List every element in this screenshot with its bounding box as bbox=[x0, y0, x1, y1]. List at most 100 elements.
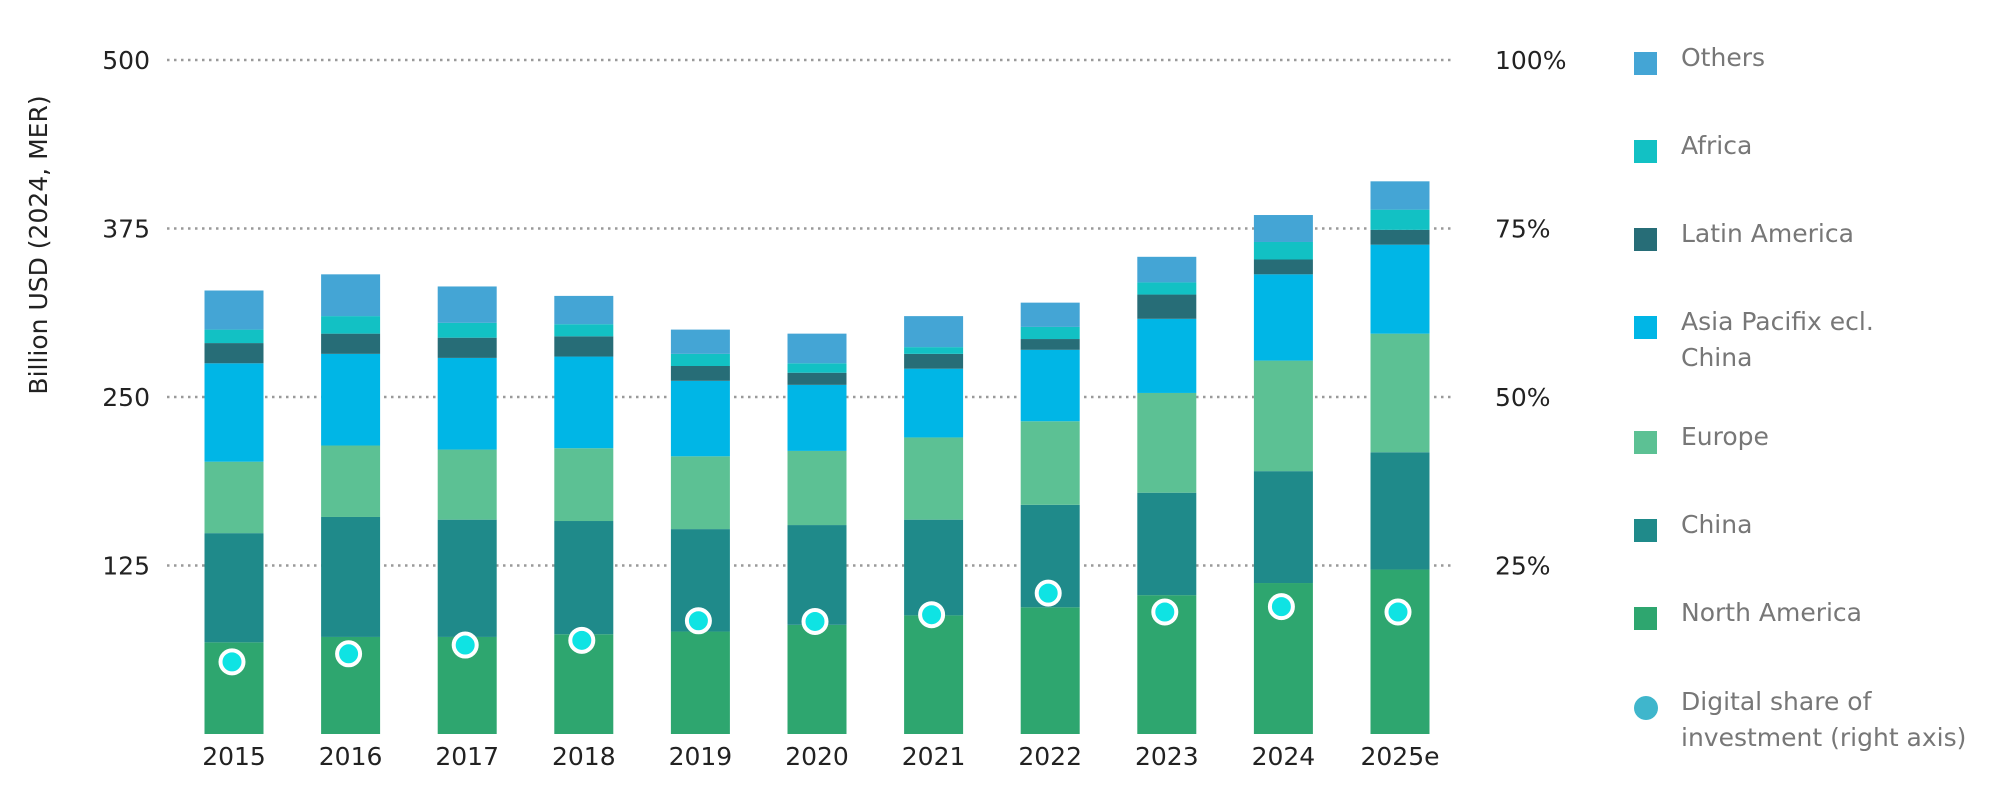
bar-segment-asia-pacifix-ecl--2020 bbox=[787, 384, 847, 451]
bar-segment-asia-pacifix-ecl--2023 bbox=[1137, 318, 1197, 393]
bar-segment-latin-america-2024 bbox=[1253, 259, 1313, 275]
x-tick-label: 2019 bbox=[669, 742, 733, 771]
bar-segment-africa-2018 bbox=[554, 324, 614, 337]
bar-segment-europe-2020 bbox=[787, 450, 847, 526]
legend-item: China bbox=[1634, 510, 1752, 542]
bar-segment-africa-2015 bbox=[204, 329, 264, 344]
bar-segment-africa-2019 bbox=[670, 353, 730, 366]
bar-segment-asia-pacifix-ecl--2021 bbox=[904, 368, 964, 438]
bar-segment-europe-2023 bbox=[1137, 392, 1197, 493]
bar-segment-europe-2017 bbox=[437, 449, 497, 520]
bar-segment-asia-pacifix-ecl--2015 bbox=[204, 363, 264, 462]
bar-segment-others-2016 bbox=[321, 274, 381, 317]
bar-segment-europe-2018 bbox=[554, 448, 614, 522]
bar-segment-africa-2023 bbox=[1137, 282, 1197, 295]
legend-label: Asia Pacifix ecl. China bbox=[1681, 307, 1874, 372]
bar-segment-china-2024 bbox=[1253, 471, 1313, 584]
bar-segment-others-2020 bbox=[787, 333, 847, 364]
x-tick-labels: 2015 2016 2017 2018 2019 2020 2021 2022 2023 2024… bbox=[202, 742, 1439, 771]
bar-segment-europe-2024 bbox=[1253, 360, 1313, 472]
bar-segment-latin-america-2019 bbox=[670, 365, 730, 381]
bar-segment-europe-2022 bbox=[1020, 421, 1080, 505]
bar-segment-latin-america-2021 bbox=[904, 353, 964, 369]
digital-share-point-2020 bbox=[801, 607, 829, 635]
bar-segment-africa-2016 bbox=[321, 316, 381, 334]
bar-segment-north-america-2022 bbox=[1020, 607, 1080, 734]
bar-segment-asia-pacifix-ecl--2019 bbox=[670, 380, 730, 457]
bar-segment-china-2021 bbox=[904, 519, 964, 616]
digital-share-point-2017 bbox=[451, 631, 479, 659]
digital-share-points bbox=[218, 579, 1412, 676]
legend-marker bbox=[1634, 52, 1657, 75]
x-tick-label: 2016 bbox=[319, 742, 383, 771]
bar-segment-asia-pacifix-ecl--2016 bbox=[321, 353, 381, 446]
digital-share-point-2023 bbox=[1151, 598, 1179, 626]
legend-label: Latin America bbox=[1681, 219, 1854, 248]
x-tick-label: 2025e bbox=[1360, 742, 1439, 771]
x-tick-label: 2018 bbox=[552, 742, 616, 771]
bar-segment-asia-pacifix-ecl--2024 bbox=[1253, 274, 1313, 361]
bar-segment-latin-america-2017 bbox=[437, 337, 497, 358]
bar-segment-europe-2021 bbox=[904, 437, 964, 520]
y-tick-label: 250 bbox=[102, 383, 150, 412]
bar-segment-asia-pacifix-ecl--2017 bbox=[437, 357, 497, 450]
legend-marker bbox=[1634, 519, 1657, 542]
bar-segment-europe-2016 bbox=[321, 445, 381, 517]
legend-marker bbox=[1634, 431, 1657, 454]
x-tick-label: 2017 bbox=[435, 742, 499, 771]
bar-segment-europe-2015 bbox=[204, 461, 264, 534]
bar-segment-others-2017 bbox=[437, 286, 497, 323]
x-tick-label: 2024 bbox=[1252, 742, 1316, 771]
legend-item: Europe bbox=[1634, 422, 1769, 454]
bar-segment-others-2018 bbox=[554, 295, 614, 325]
bar-segment-others-2021 bbox=[904, 316, 964, 348]
bar-segment-china-2015 bbox=[204, 533, 264, 643]
bar-segment-europe-2019 bbox=[670, 456, 730, 530]
bar-segment-china-2025e bbox=[1370, 452, 1430, 570]
x-tick-label: 2015 bbox=[202, 742, 266, 771]
y2-tick-labels: 25% 50% 75% 100% bbox=[1495, 46, 1566, 581]
bar-segment-latin-america-2025e bbox=[1370, 229, 1430, 245]
bar-segment-others-2015 bbox=[204, 290, 264, 330]
bar-segment-africa-2020 bbox=[787, 363, 847, 373]
y-tick-labels: 125 250 375 500 bbox=[102, 46, 150, 581]
bar-segment-latin-america-2020 bbox=[787, 372, 847, 385]
y-axis-title: Billion USD (2024, MER) bbox=[24, 95, 53, 394]
y2-tick-label: 75% bbox=[1495, 215, 1551, 244]
legend-marker bbox=[1634, 696, 1658, 720]
bar-segment-china-2018 bbox=[554, 521, 614, 635]
legend-marker bbox=[1634, 228, 1657, 251]
digital-share-point-2021 bbox=[918, 601, 946, 629]
bar-segment-north-america-2021 bbox=[904, 615, 964, 734]
digital-share-point-2018 bbox=[568, 626, 596, 654]
bar-segment-asia-pacifix-ecl--2018 bbox=[554, 356, 614, 449]
legend-marker bbox=[1634, 140, 1657, 163]
bar-segment-africa-2022 bbox=[1020, 326, 1080, 340]
legend-label: Digital share of investment (right axis) bbox=[1681, 687, 1966, 752]
legend-marker bbox=[1634, 316, 1657, 339]
bar-segment-latin-america-2016 bbox=[321, 333, 381, 354]
bar-segment-china-2017 bbox=[437, 519, 497, 637]
bar-segment-latin-america-2015 bbox=[204, 343, 264, 364]
bars bbox=[204, 181, 1430, 734]
bar-segment-asia-pacifix-ecl--2022 bbox=[1020, 349, 1080, 422]
bar-segment-africa-2024 bbox=[1253, 241, 1313, 260]
digital-share-point-2022 bbox=[1034, 579, 1062, 607]
bar-segment-asia-pacifix-ecl--2025e bbox=[1370, 244, 1430, 334]
legend-item: Digital share of investment (right axis) bbox=[1634, 687, 1966, 752]
bar-segment-others-2024 bbox=[1253, 215, 1313, 242]
legend-item: Africa bbox=[1634, 131, 1752, 163]
digital-share-point-2024 bbox=[1267, 593, 1295, 621]
bar-segment-africa-2021 bbox=[904, 347, 964, 354]
bar-segment-north-america-2019 bbox=[670, 631, 730, 734]
bar-segment-others-2025e bbox=[1370, 181, 1430, 210]
legend-marker bbox=[1634, 607, 1657, 630]
legend-item: Others bbox=[1634, 43, 1765, 75]
legend-label: North America bbox=[1681, 598, 1862, 627]
bar-segment-latin-america-2022 bbox=[1020, 339, 1080, 350]
legend: Others Africa Latin America Asia Pacifix ec… bbox=[1634, 43, 1966, 752]
y-tick-label: 375 bbox=[102, 215, 150, 244]
digital-share-point-2019 bbox=[684, 607, 712, 635]
digital-share-point-2015 bbox=[218, 648, 246, 676]
